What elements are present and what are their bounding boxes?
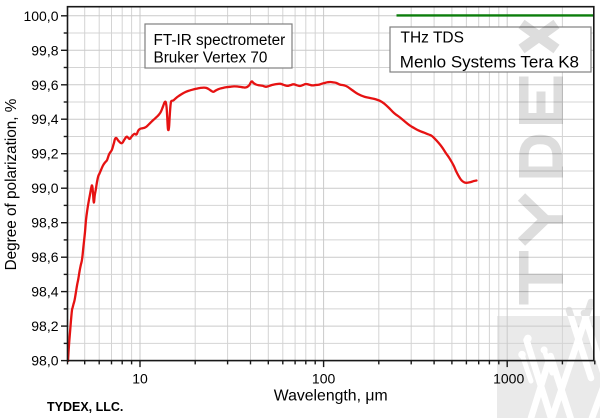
svg-text:99,4: 99,4 (31, 111, 58, 127)
svg-text:98,2: 98,2 (31, 318, 58, 334)
svg-text:THz TDS: THz TDS (401, 30, 464, 47)
svg-text:100,0: 100,0 (23, 8, 58, 24)
svg-text:FT-IR spectrometer: FT-IR spectrometer (154, 32, 286, 49)
svg-text:1000: 1000 (493, 371, 524, 387)
svg-text:98,8: 98,8 (31, 215, 58, 231)
svg-text:Menlo Systems Tera K8: Menlo Systems Tera K8 (400, 52, 579, 71)
svg-text:99,0: 99,0 (31, 180, 58, 196)
svg-text:98,4: 98,4 (31, 284, 58, 300)
svg-text:99,6: 99,6 (31, 77, 58, 93)
svg-text:Wavelength, μm: Wavelength, μm (274, 388, 388, 405)
svg-text:Bruker Vertex 70: Bruker Vertex 70 (154, 50, 268, 67)
svg-text:10: 10 (132, 371, 148, 387)
svg-text:99,2: 99,2 (31, 146, 58, 162)
svg-text:100: 100 (312, 371, 336, 387)
svg-text:99,8: 99,8 (31, 42, 58, 58)
svg-text:98,6: 98,6 (31, 249, 58, 265)
svg-text:TYDEX, LLC.: TYDEX, LLC. (47, 400, 123, 414)
svg-text:Degree of polarization, %: Degree of polarization, % (3, 98, 20, 270)
svg-text:98,0: 98,0 (31, 353, 58, 369)
